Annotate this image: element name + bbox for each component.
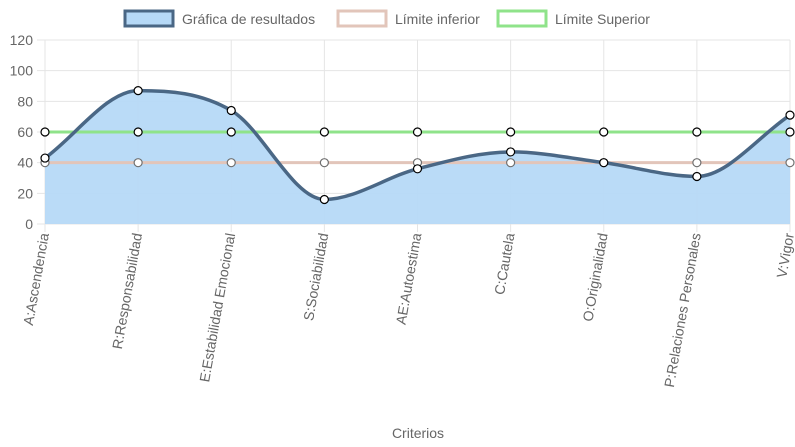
data-point[interactable] [134, 128, 142, 136]
data-point[interactable] [600, 159, 608, 167]
y-tick-label: 120 [10, 32, 34, 48]
data-point[interactable] [507, 128, 515, 136]
data-point[interactable] [227, 159, 235, 167]
x-axis-title: Criterios [392, 425, 444, 441]
data-point[interactable] [320, 195, 328, 203]
legend-label[interactable]: Gráfica de resultados [182, 11, 315, 27]
data-point[interactable] [786, 111, 794, 119]
y-tick-label: 0 [25, 216, 33, 232]
x-tick-label: P:Relaciones Personales [661, 232, 704, 389]
x-tick-label: O:Originalidad [579, 232, 610, 323]
legend-swatch[interactable] [125, 11, 173, 26]
legend: Gráfica de resultados Límite inferior Lími… [125, 11, 650, 27]
data-point[interactable] [507, 159, 515, 167]
data-point[interactable] [786, 159, 794, 167]
y-tick-label: 60 [17, 124, 33, 140]
data-point[interactable] [227, 107, 235, 115]
data-point[interactable] [134, 159, 142, 167]
x-axis: A:Ascendencia R:Responsabilidad E:Estabili… [20, 231, 795, 388]
y-tick-label: 40 [17, 155, 33, 171]
legend-label[interactable]: Límite inferior [395, 11, 480, 27]
x-tick-label: E:Estabilidad Emocional [196, 232, 238, 383]
x-tick-label: S:Sociabilidad [300, 232, 331, 322]
data-point[interactable] [414, 128, 422, 136]
data-point[interactable] [507, 148, 515, 156]
data-point[interactable] [414, 165, 422, 173]
x-tick-label: A:Ascendencia [20, 232, 52, 327]
data-point[interactable] [693, 172, 701, 180]
data-point[interactable] [600, 128, 608, 136]
y-axis: 0 20 40 60 80 100 120 [10, 32, 34, 232]
y-tick-label: 20 [17, 185, 33, 201]
y-tick-label: 100 [10, 63, 34, 79]
data-point[interactable] [693, 159, 701, 167]
data-point[interactable] [41, 128, 49, 136]
x-tick-label: C:Cautela [491, 232, 518, 296]
y-tick-label: 80 [17, 93, 33, 109]
data-point[interactable] [227, 128, 235, 136]
data-point[interactable] [134, 87, 142, 95]
data-point[interactable] [320, 159, 328, 167]
legend-label[interactable]: Límite Superior [555, 11, 650, 27]
data-point[interactable] [41, 154, 49, 162]
x-tick-label: R:Responsabilidad [109, 232, 145, 351]
x-tick-label: V:Vigor [773, 231, 795, 279]
data-point[interactable] [786, 128, 794, 136]
legend-swatch[interactable] [498, 11, 546, 26]
data-point[interactable] [693, 128, 701, 136]
legend-swatch[interactable] [338, 11, 386, 26]
data-point[interactable] [320, 128, 328, 136]
x-tick-label: AE:Autoestima [393, 232, 425, 326]
